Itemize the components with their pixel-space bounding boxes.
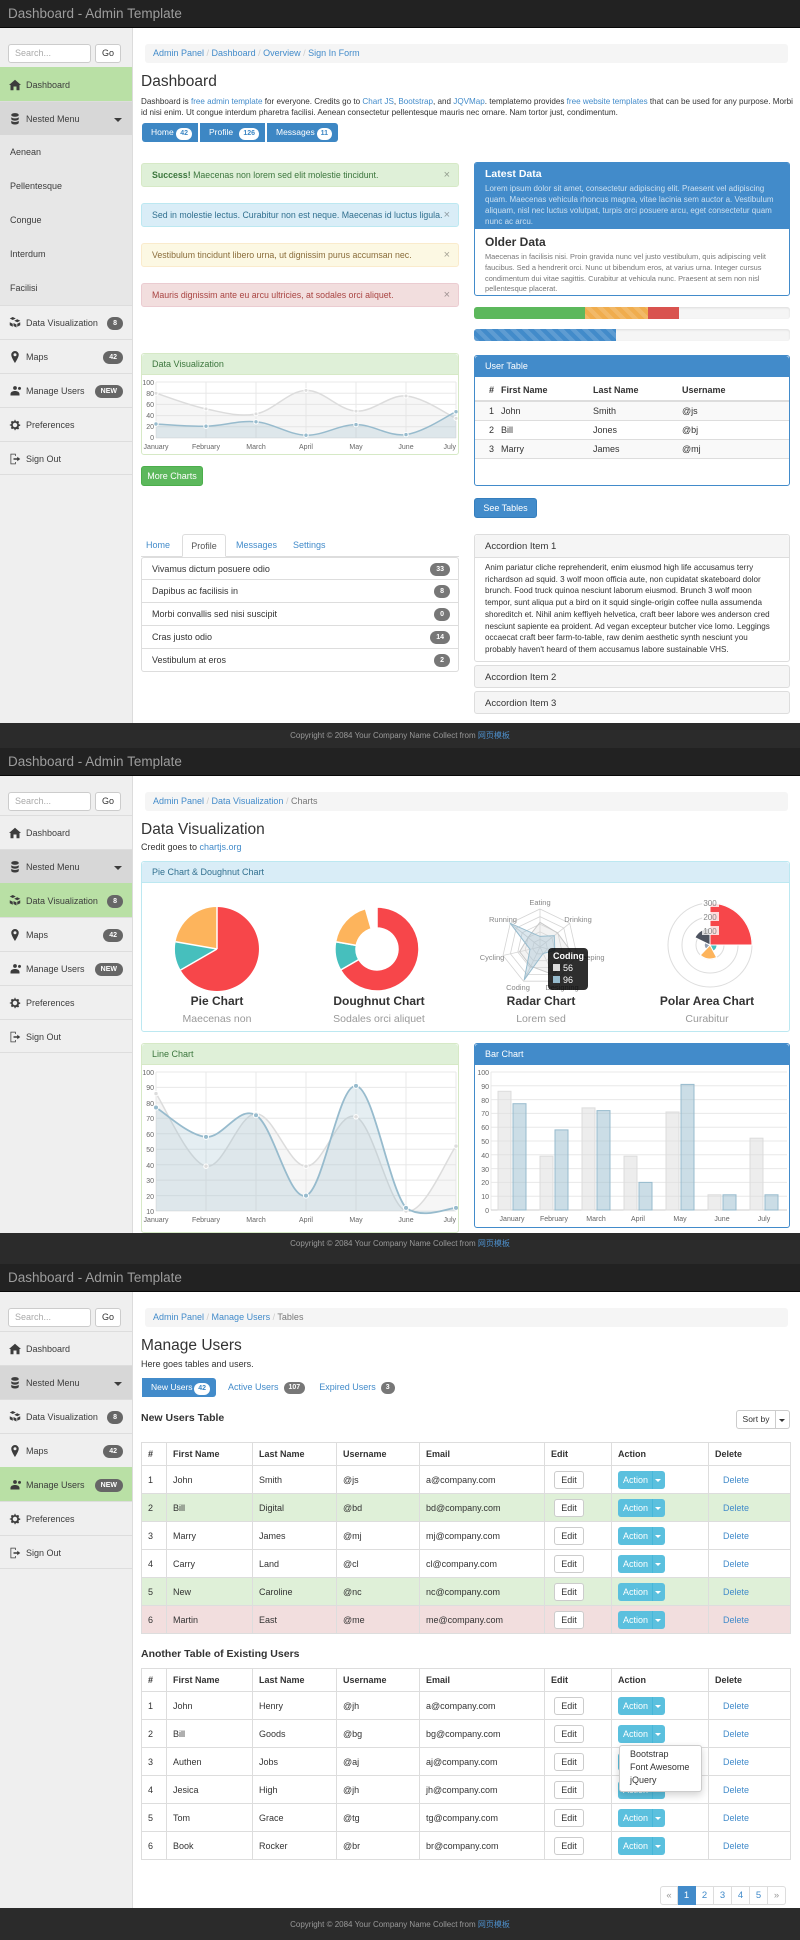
svg-text:80: 80 — [146, 391, 154, 398]
svg-text:100: 100 — [142, 1070, 154, 1077]
svg-text:January: January — [144, 444, 169, 451]
svg-text:July: July — [444, 444, 457, 451]
svg-text:0: 0 — [485, 1208, 489, 1215]
svg-text:60: 60 — [146, 402, 154, 409]
svg-text:50: 50 — [146, 1147, 154, 1154]
svg-text:20: 20 — [146, 424, 154, 431]
svg-text:100: 100 — [142, 380, 154, 387]
svg-text:April: April — [299, 1217, 313, 1224]
svg-text:300: 300 — [703, 899, 717, 908]
svg-text:Coding: Coding — [506, 983, 530, 992]
svg-text:40: 40 — [146, 1163, 154, 1170]
svg-text:60: 60 — [481, 1125, 489, 1132]
svg-text:10: 10 — [481, 1194, 489, 1201]
svg-text:Doughnut Chart: Doughnut Chart — [333, 994, 424, 1008]
svg-text:96: 96 — [563, 975, 573, 985]
svg-text:20: 20 — [481, 1180, 489, 1187]
svg-text:90: 90 — [481, 1084, 489, 1091]
svg-text:May: May — [349, 1217, 363, 1224]
svg-text:July: July — [758, 1216, 771, 1223]
svg-text:Polar Area Chart: Polar Area Chart — [660, 994, 754, 1008]
svg-text:20: 20 — [146, 1194, 154, 1201]
svg-text:January: January — [144, 1217, 169, 1224]
svg-text:April: April — [299, 444, 313, 451]
svg-text:Sodales orci aliquet: Sodales orci aliquet — [333, 1013, 425, 1025]
svg-text:June: June — [398, 1217, 413, 1224]
svg-text:June: June — [714, 1216, 729, 1223]
svg-text:February: February — [192, 444, 221, 451]
svg-text:Radar Chart: Radar Chart — [507, 994, 576, 1008]
svg-text:80: 80 — [146, 1101, 154, 1108]
svg-text:40: 40 — [481, 1153, 489, 1160]
svg-text:100: 100 — [703, 927, 717, 936]
svg-text:Maecenas non: Maecenas non — [183, 1013, 252, 1025]
svg-text:56: 56 — [563, 963, 573, 973]
svg-text:March: March — [246, 444, 266, 451]
svg-text:30: 30 — [146, 1178, 154, 1185]
svg-text:Cycling: Cycling — [480, 953, 505, 962]
svg-text:Eating: Eating — [529, 898, 550, 907]
svg-text:May: May — [349, 444, 363, 451]
svg-text:0: 0 — [150, 435, 154, 442]
svg-text:Coding: Coding — [553, 951, 584, 961]
svg-text:January: January — [500, 1216, 525, 1223]
svg-text:April: April — [631, 1216, 645, 1223]
svg-text:May: May — [673, 1216, 687, 1223]
svg-text:July: July — [444, 1217, 457, 1224]
svg-text:Curabitur: Curabitur — [685, 1013, 729, 1025]
svg-text:March: March — [246, 1217, 266, 1224]
svg-text:80: 80 — [481, 1098, 489, 1105]
svg-text:200: 200 — [703, 913, 717, 922]
svg-text:Lorem sed: Lorem sed — [516, 1013, 566, 1025]
svg-text:Drinking: Drinking — [564, 915, 592, 924]
svg-text:Pie Chart: Pie Chart — [191, 994, 244, 1008]
svg-text:10: 10 — [146, 1209, 154, 1216]
svg-text:June: June — [398, 444, 413, 451]
svg-text:90: 90 — [146, 1085, 154, 1092]
svg-text:March: March — [586, 1216, 606, 1223]
svg-text:Running: Running — [489, 915, 517, 924]
svg-text:100: 100 — [477, 1070, 489, 1077]
svg-text:70: 70 — [481, 1111, 489, 1118]
svg-text:February: February — [540, 1216, 569, 1223]
svg-text:70: 70 — [146, 1116, 154, 1123]
svg-text:40: 40 — [146, 413, 154, 420]
svg-text:60: 60 — [146, 1132, 154, 1139]
svg-text:Sleeping: Sleeping — [575, 953, 604, 962]
svg-text:30: 30 — [481, 1167, 489, 1174]
svg-text:50: 50 — [481, 1139, 489, 1146]
svg-text:February: February — [192, 1217, 221, 1224]
